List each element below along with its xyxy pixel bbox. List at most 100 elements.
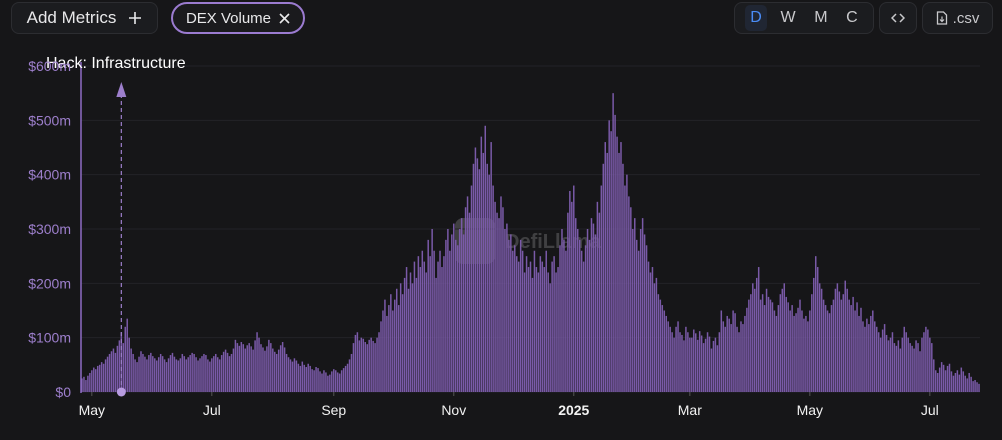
bar — [555, 272, 557, 392]
bar — [793, 315, 795, 392]
bar — [498, 218, 500, 392]
bar — [234, 339, 237, 392]
bar — [89, 372, 91, 392]
bar — [795, 313, 797, 392]
x-tick-label: May — [797, 402, 823, 418]
bar — [557, 267, 559, 392]
bar — [474, 147, 477, 392]
bar — [216, 357, 219, 392]
bar — [193, 353, 195, 392]
y-tick-label: $300m — [28, 221, 71, 237]
bar — [748, 299, 750, 392]
bar — [653, 283, 656, 392]
embed-button[interactable] — [879, 2, 917, 34]
bar — [807, 321, 809, 392]
bar — [736, 326, 738, 392]
bar — [531, 277, 534, 392]
bar — [211, 358, 213, 392]
bar — [98, 364, 101, 392]
bar — [279, 345, 282, 392]
bar — [277, 349, 280, 392]
bar — [152, 356, 154, 392]
csv-button[interactable]: .csv — [922, 2, 993, 34]
bar — [598, 212, 601, 392]
bar — [394, 299, 396, 392]
bar — [130, 348, 132, 392]
bar — [830, 305, 833, 392]
bar — [421, 250, 424, 392]
bar — [372, 340, 374, 392]
bar — [614, 114, 616, 393]
bar — [93, 367, 95, 392]
bar — [519, 239, 522, 392]
bar — [226, 352, 229, 392]
bar — [423, 261, 426, 392]
bar — [336, 372, 339, 392]
bar — [643, 234, 646, 392]
metric-chip[interactable]: DEX Volume — [171, 2, 305, 34]
bar — [256, 332, 258, 392]
bar — [484, 125, 487, 393]
bar — [405, 267, 408, 392]
bar — [441, 267, 443, 392]
bar — [868, 324, 870, 392]
add-metrics-button[interactable]: Add Metrics — [11, 2, 158, 34]
bar — [779, 294, 782, 392]
interval-button[interactable]: C — [846, 9, 858, 26]
bar — [533, 250, 536, 392]
bar — [698, 331, 701, 392]
close-icon[interactable] — [279, 12, 290, 24]
bar — [879, 337, 882, 392]
bar — [706, 332, 709, 392]
bar — [909, 343, 911, 392]
annotation-dot — [116, 387, 126, 397]
interval-button[interactable]: M — [814, 9, 828, 26]
bar — [342, 368, 345, 392]
bar — [618, 152, 620, 392]
bar — [889, 337, 892, 392]
bar — [213, 356, 215, 392]
bar — [529, 261, 532, 392]
bar — [258, 337, 260, 392]
bar — [104, 359, 107, 392]
bar — [803, 318, 805, 392]
bar — [242, 344, 245, 392]
y-tick-label: $400m — [28, 167, 71, 183]
bar — [181, 353, 184, 392]
bar — [338, 373, 341, 392]
bar — [948, 363, 951, 392]
interval-button[interactable]: W — [780, 9, 796, 26]
bar — [177, 360, 180, 392]
bar — [929, 337, 931, 392]
bar — [443, 256, 445, 392]
interval-button[interactable]: D — [745, 5, 767, 31]
bar — [866, 318, 868, 392]
bar — [506, 223, 508, 392]
bar — [415, 277, 418, 392]
bar — [875, 326, 878, 392]
bar — [96, 365, 99, 392]
bar — [891, 332, 894, 392]
bar — [419, 267, 422, 392]
bar — [490, 142, 492, 392]
bar — [494, 201, 496, 392]
bar — [814, 256, 817, 392]
bar — [755, 277, 758, 392]
bar — [704, 338, 707, 392]
bar — [911, 345, 913, 392]
bar — [437, 261, 439, 392]
bar — [317, 368, 319, 392]
bar — [470, 185, 473, 392]
bar — [413, 261, 416, 392]
bar — [466, 196, 469, 392]
file-icon — [936, 11, 947, 25]
bar — [771, 302, 774, 392]
y-tick-label: $600m — [28, 58, 71, 74]
bar — [767, 296, 770, 392]
bar — [478, 169, 481, 392]
bar — [976, 382, 978, 392]
bar — [746, 307, 748, 392]
bar — [236, 343, 239, 392]
bar — [586, 229, 589, 392]
bar — [677, 321, 679, 392]
